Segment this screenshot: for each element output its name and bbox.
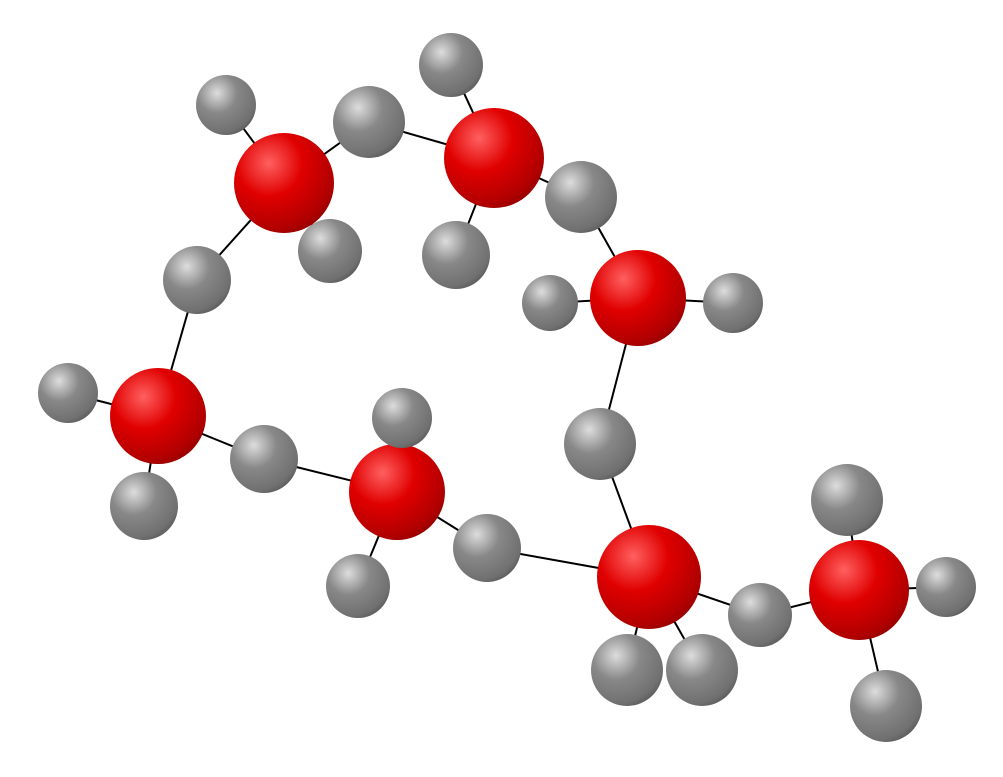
atom-O6 (597, 525, 701, 629)
atom-H4a (38, 363, 98, 423)
atom-H5b (326, 554, 390, 618)
atom-H7b (850, 670, 922, 742)
atom-O1 (234, 133, 334, 233)
atom-O3 (590, 250, 686, 346)
atom-H6b (666, 634, 738, 706)
atom-H7a (811, 464, 883, 536)
atom-H3c (564, 408, 636, 480)
atom-O4 (110, 368, 206, 464)
atom-H1a (196, 75, 256, 135)
atom-H2b (422, 221, 490, 289)
atom-H5c (453, 514, 521, 582)
atom-H1d (163, 246, 231, 314)
atom-H2a (419, 33, 483, 97)
atom-O7 (809, 540, 909, 640)
atom-H6a (591, 634, 663, 706)
atom-H3b (703, 273, 763, 333)
atom-H4c (230, 425, 298, 493)
atom-O5 (349, 444, 445, 540)
atom-H2c (545, 161, 617, 233)
atom-O2 (444, 108, 544, 208)
atom-H3a (522, 275, 578, 331)
atom-H6c (728, 583, 792, 647)
molecular-diagram (0, 0, 1003, 777)
atom-H4b (110, 472, 178, 540)
atom-H7c (916, 557, 976, 617)
atom-H1c (333, 86, 405, 158)
atom-H1b (298, 219, 362, 283)
atom-H5a (372, 388, 432, 448)
